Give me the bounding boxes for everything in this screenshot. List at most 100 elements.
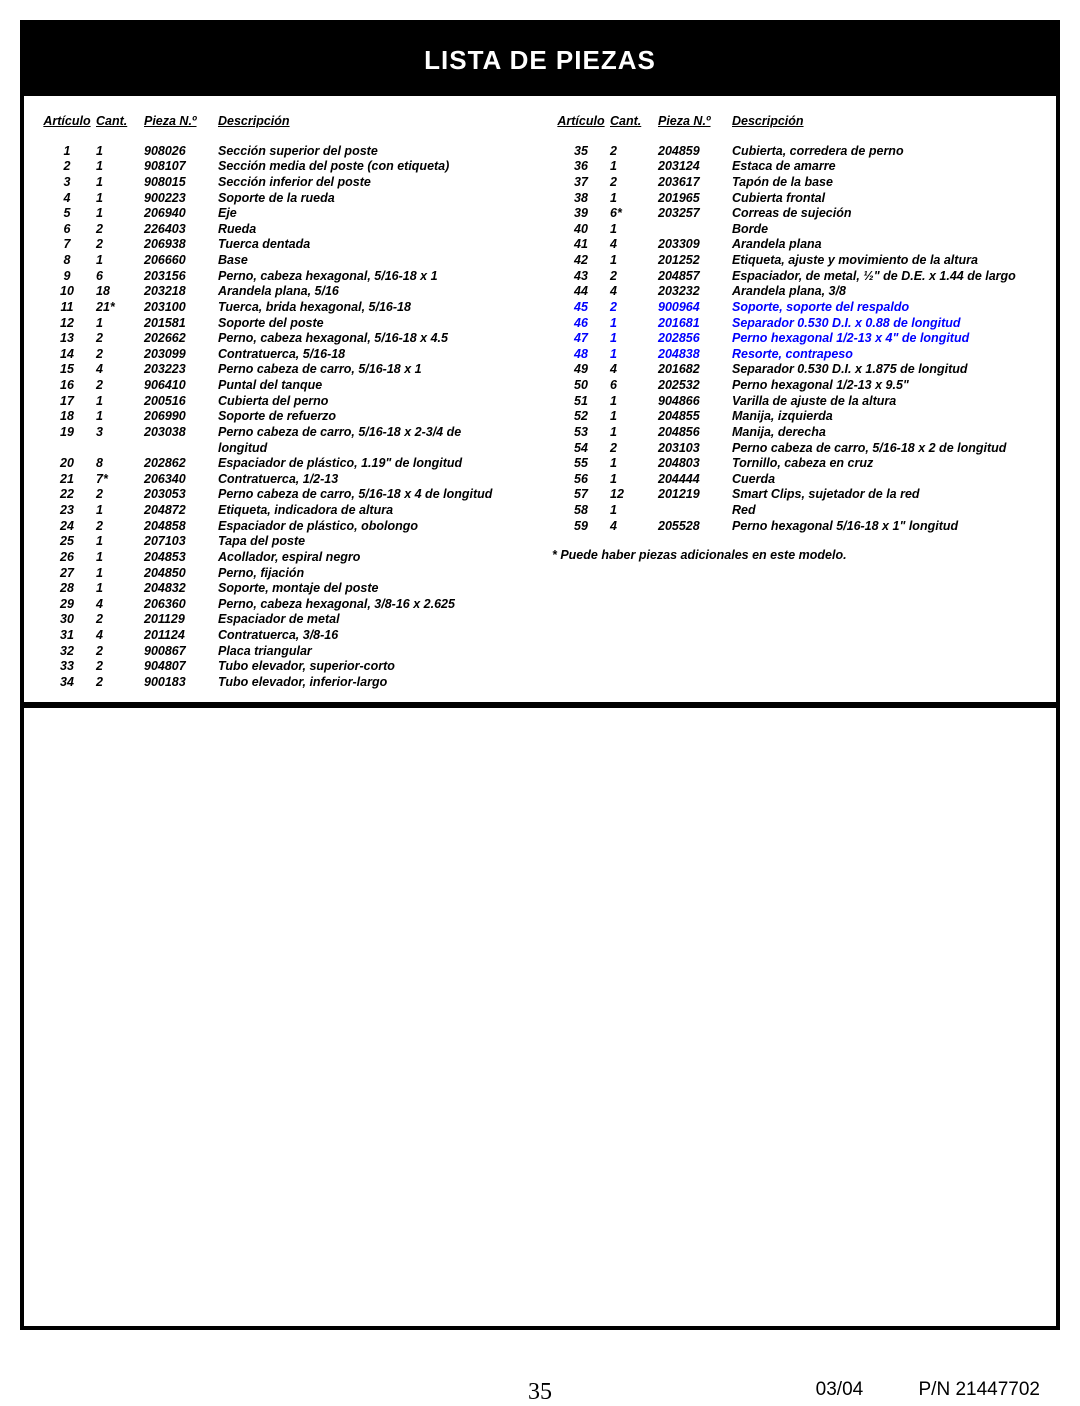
cell-cant: 4 (610, 284, 658, 300)
cell-desc: Perno, fijación (218, 566, 528, 582)
cell-pieza: 203156 (144, 269, 218, 285)
cell-cant: 2 (96, 675, 144, 691)
cell-articulo: 40 (552, 222, 610, 238)
cell-articulo: 45 (552, 300, 610, 316)
cell-articulo: 2 (38, 159, 96, 175)
cell-pieza: 201965 (658, 191, 732, 207)
cell-desc: Smart Clips, sujetador de la red (732, 487, 1042, 503)
cell-desc: Etiqueta, indicadora de altura (218, 503, 528, 519)
cell-desc: Sección superior del poste (218, 144, 528, 160)
cell-articulo: 21 (38, 472, 96, 488)
parts-row: 414203309Arandela plana (552, 237, 1042, 253)
cell-cant: 6 (610, 378, 658, 394)
cell-articulo: 12 (38, 316, 96, 332)
parts-row: 21908107Sección media del poste (con eti… (38, 159, 528, 175)
cell-cant: 4 (96, 628, 144, 644)
cell-desc: Estaca de amarre (732, 159, 1042, 175)
cell-desc: Arandela plana, 3/8 (732, 284, 1042, 300)
cell-desc: Perno cabeza de carro, 5/16-18 x 4 de lo… (218, 487, 528, 503)
cell-pieza (658, 503, 732, 519)
cell-pieza: 900867 (144, 644, 218, 660)
parts-row: 561204444Cuerda (552, 472, 1042, 488)
parts-row: 361203124Estaca de amarre (552, 159, 1042, 175)
parts-row: 481204838Resorte, contrapeso (552, 347, 1042, 363)
parts-row: 542203103Perno cabeza de carro, 5/16-18 … (552, 441, 1042, 457)
cell-pieza: 226403 (144, 222, 218, 238)
cell-cant: 1 (610, 409, 658, 425)
parts-row: 401Borde (552, 222, 1042, 238)
cell-cant: 1 (96, 159, 144, 175)
cell-desc: Espaciador de plástico, 1.19" de longitu… (218, 456, 528, 472)
cell-cant: 1 (610, 394, 658, 410)
cell-pieza: 204859 (658, 144, 732, 160)
cell-pieza: 203218 (144, 284, 218, 300)
cell-desc: Arandela plana (732, 237, 1042, 253)
cell-pieza: 202862 (144, 456, 218, 472)
hdr-pieza: Pieza N.º (144, 114, 218, 130)
cell-cant: 6 (96, 269, 144, 285)
cell-articulo: 43 (552, 269, 610, 285)
cell-pieza: 201124 (144, 628, 218, 644)
cell-cant: 2 (96, 519, 144, 535)
cell-cant: 8 (96, 456, 144, 472)
parts-row: 261204853Acollador, espiral negro (38, 550, 528, 566)
cell-pieza: 204832 (144, 581, 218, 597)
cell-desc: Sección inferior del poste (218, 175, 528, 191)
cell-articulo: 17 (38, 394, 96, 410)
cell-pieza: 204838 (658, 347, 732, 363)
cell-cant: 7* (96, 472, 144, 488)
cell-pieza: 203038 (144, 425, 218, 441)
cell-pieza: 908107 (144, 159, 218, 175)
cell-cant: 2 (610, 144, 658, 160)
parts-row: 217*206340Contratuerca, 1/2-13 (38, 472, 528, 488)
cell-cant: 2 (96, 659, 144, 675)
cell-articulo: 1 (38, 144, 96, 160)
hdr-cant: Cant. (610, 114, 658, 130)
cell-cant: 3 (96, 425, 144, 441)
cell-cant: 1 (610, 253, 658, 269)
cell-pieza (658, 222, 732, 238)
cell-cant: 2 (96, 644, 144, 660)
parts-row: 342900183Tubo elevador, inferior-largo (38, 675, 528, 691)
cell-pieza: 203309 (658, 237, 732, 253)
cell-cant: 1 (96, 550, 144, 566)
cell-articulo: 44 (552, 284, 610, 300)
parts-row: 294206360Perno, cabeza hexagonal, 3/8-16… (38, 597, 528, 613)
cell-desc: Espaciador de metal (218, 612, 528, 628)
cell-desc: Cuerda (732, 472, 1042, 488)
cell-desc: Sección media del poste (con etiqueta) (218, 159, 528, 175)
page-title: LISTA DE PIEZAS (424, 45, 656, 76)
cell-cant: 2 (610, 441, 658, 457)
parts-row: 352204859Cubierta, corredera de perno (552, 144, 1042, 160)
cell-articulo: 16 (38, 378, 96, 394)
hdr-articulo: Artículo (38, 114, 96, 130)
cell-pieza: 206360 (144, 597, 218, 613)
parts-row: 531204856Manija, derecha (552, 425, 1042, 441)
cell-cant: 1 (610, 159, 658, 175)
parts-row: 41900223Soporte de la rueda (38, 191, 528, 207)
parts-row: 72206938Tuerca dentada (38, 237, 528, 253)
cell-cant: 1 (610, 191, 658, 207)
cell-pieza: 900223 (144, 191, 218, 207)
cell-cant: 1 (96, 175, 144, 191)
cell-articulo: 36 (552, 159, 610, 175)
cell-articulo: 50 (552, 378, 610, 394)
cell-pieza: 900964 (658, 300, 732, 316)
cell-cant: 1 (96, 206, 144, 222)
cell-articulo: 55 (552, 456, 610, 472)
cell-pieza: 204444 (658, 472, 732, 488)
footnote: * Puede haber piezas adicionales en este… (552, 548, 1042, 564)
cell-desc: Perno, cabeza hexagonal, 5/16-18 x 4.5 (218, 331, 528, 347)
cell-cant: 1 (96, 409, 144, 425)
cell-desc: Tuerca dentada (218, 237, 528, 253)
cell-cant: 1 (96, 316, 144, 332)
cell-pieza: 204857 (658, 269, 732, 285)
parts-row: 551204803Tornillo, cabeza en cruz (552, 456, 1042, 472)
cell-articulo: 13 (38, 331, 96, 347)
parts-row: 281204832Soporte, montaje del poste (38, 581, 528, 597)
cell-cant: 1 (610, 456, 658, 472)
cell-pieza: 203099 (144, 347, 218, 363)
cell-cant: 4 (96, 597, 144, 613)
cell-pieza: 204872 (144, 503, 218, 519)
cell-desc: Manija, izquierda (732, 409, 1042, 425)
